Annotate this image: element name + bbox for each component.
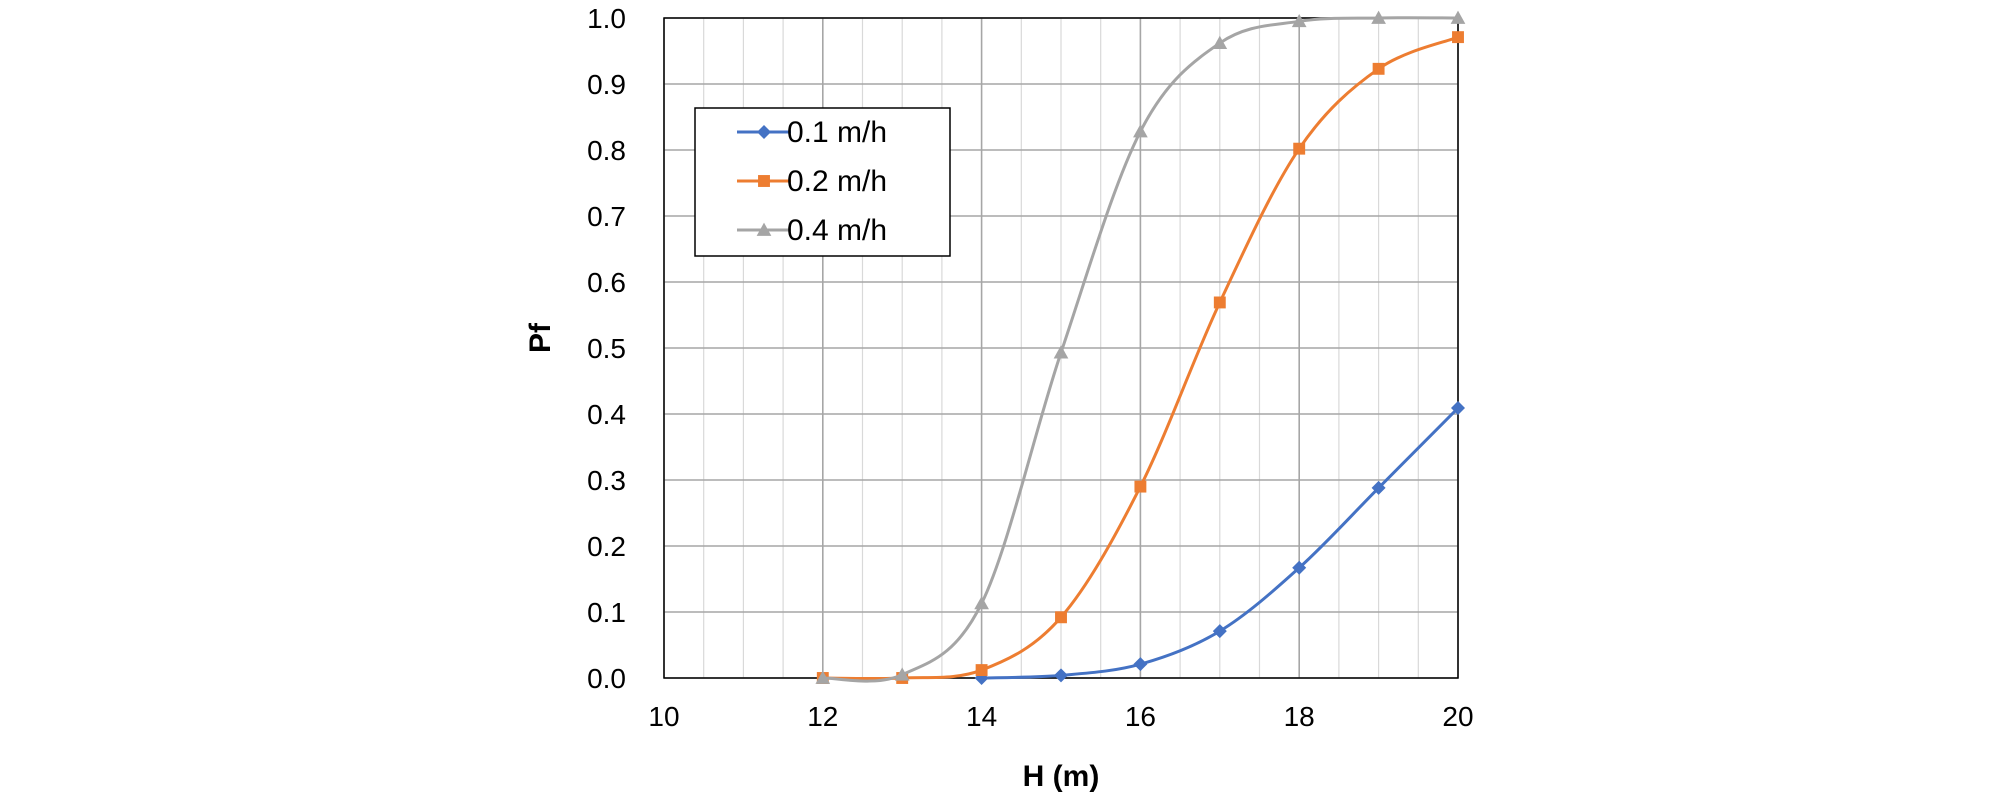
x-tick-label: 12: [807, 701, 838, 732]
data-point: [1133, 124, 1148, 138]
y-tick-label: 0.5: [587, 333, 626, 364]
legend-label: 0.1 m/h: [787, 116, 887, 149]
y-tick-label: 0.7: [587, 201, 626, 232]
data-point: [1450, 10, 1466, 24]
data-point: [1053, 345, 1069, 359]
data-point: [1213, 296, 1226, 309]
data-point: [1371, 10, 1386, 24]
legend-item: 0.4 m/h: [737, 214, 887, 247]
y-tick-label: 0.4: [587, 399, 626, 430]
x-tick-label: 16: [1125, 701, 1156, 732]
y-tick-label: 0.6: [587, 267, 626, 298]
data-point: [1212, 35, 1228, 49]
x-axis-title: H (m): [1023, 760, 1100, 792]
data-point: [1134, 480, 1147, 493]
legend-item: 0.2 m/h: [737, 165, 887, 198]
y-axis-title: Pf: [524, 322, 557, 353]
data-point: [1291, 13, 1307, 28]
series-line: [822, 16, 1459, 683]
legend-marker: [758, 175, 770, 187]
legend-label: 0.4 m/h: [787, 214, 887, 247]
y-tick-label: 0.1: [587, 597, 626, 628]
series-1: [974, 401, 1465, 685]
y-tick-label: 0.2: [587, 531, 626, 562]
data-point: [1133, 657, 1148, 672]
y-tick-label: 0.0: [587, 663, 626, 694]
data-point: [974, 596, 989, 610]
legend-marker: [756, 222, 772, 236]
legend-item: 0.1 m/h: [737, 116, 887, 149]
x-tick-label: 10: [648, 701, 679, 732]
data-point: [975, 664, 988, 677]
legend-label: 0.2 m/h: [787, 165, 887, 198]
data-point: [1292, 560, 1307, 575]
legend: 0.1 m/h 0.2 m/h 0.4 m/h: [694, 107, 951, 257]
data-point: [1293, 142, 1306, 155]
x-tick-label: 18: [1284, 701, 1315, 732]
data-point: [1212, 624, 1227, 639]
data-point: [1452, 31, 1464, 44]
y-tick-labels: 0.0 0.1 0.2 0.3 0.4 0.5 0.6 0.7 0.8 0.9 1.0: [587, 3, 626, 694]
series-line: [822, 35, 1459, 681]
data-point: [815, 670, 831, 684]
x-tick-label: 14: [966, 701, 997, 732]
series-3: [815, 10, 1466, 684]
y-tick-label: 0.3: [587, 465, 626, 496]
data-point: [1054, 668, 1068, 683]
data-point: [1451, 401, 1465, 416]
data-point: [1371, 480, 1386, 495]
x-tick-labels: 10 12 14 16 18 20: [648, 701, 1473, 732]
y-tick-label: 0.8: [587, 135, 626, 166]
data-point: [1372, 62, 1385, 75]
series-layer: [815, 10, 1466, 685]
legend-marker: [757, 125, 771, 139]
data-point: [1055, 611, 1067, 624]
x-tick-label: 20: [1442, 701, 1473, 732]
y-tick-label: 0.9: [587, 69, 626, 100]
data-point: [894, 667, 910, 681]
y-tick-label: 1.0: [587, 3, 626, 34]
